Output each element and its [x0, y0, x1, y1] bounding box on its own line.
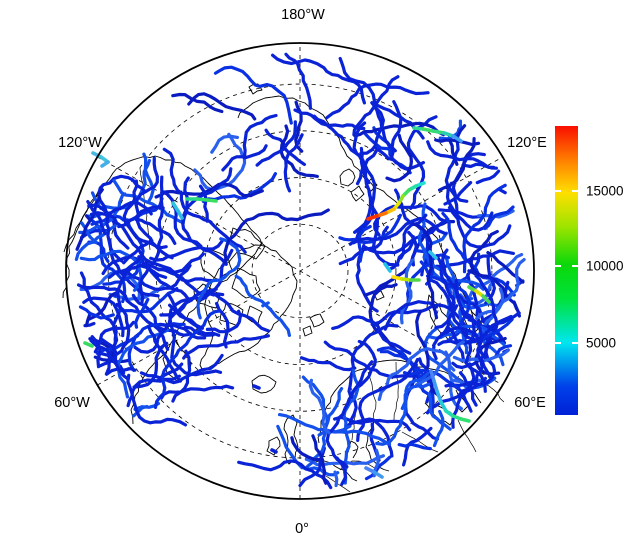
meridian-label-60e: 60°E	[514, 395, 546, 411]
map-boundary	[65, 42, 535, 500]
meridian-label-120e: 120°E	[507, 135, 547, 151]
colorbar-tick-5000: 5000	[586, 335, 617, 351]
colorbar-tick-notch	[555, 189, 561, 192]
meridian-label-0: 0°	[295, 521, 309, 537]
river-network-layer	[74, 52, 526, 490]
colorbar-tick-notch	[555, 342, 561, 345]
colorbar-tick-notch	[555, 264, 561, 267]
meridian-label-120w: 120°W	[58, 135, 102, 151]
highlight-rivers-layer	[83, 126, 491, 479]
meridian-label-60w: 60°W	[54, 395, 90, 411]
colorbar-tick-notch	[572, 189, 578, 192]
colorbar-tick-notch	[572, 264, 578, 267]
colorbar-tick-notch	[572, 342, 578, 345]
colorbar-tick-10000: 10000	[586, 258, 624, 274]
colorbar-tick-15000: 15000	[586, 183, 624, 199]
colorbar	[555, 126, 578, 415]
meridian-label-180w: 180°W	[281, 7, 325, 23]
